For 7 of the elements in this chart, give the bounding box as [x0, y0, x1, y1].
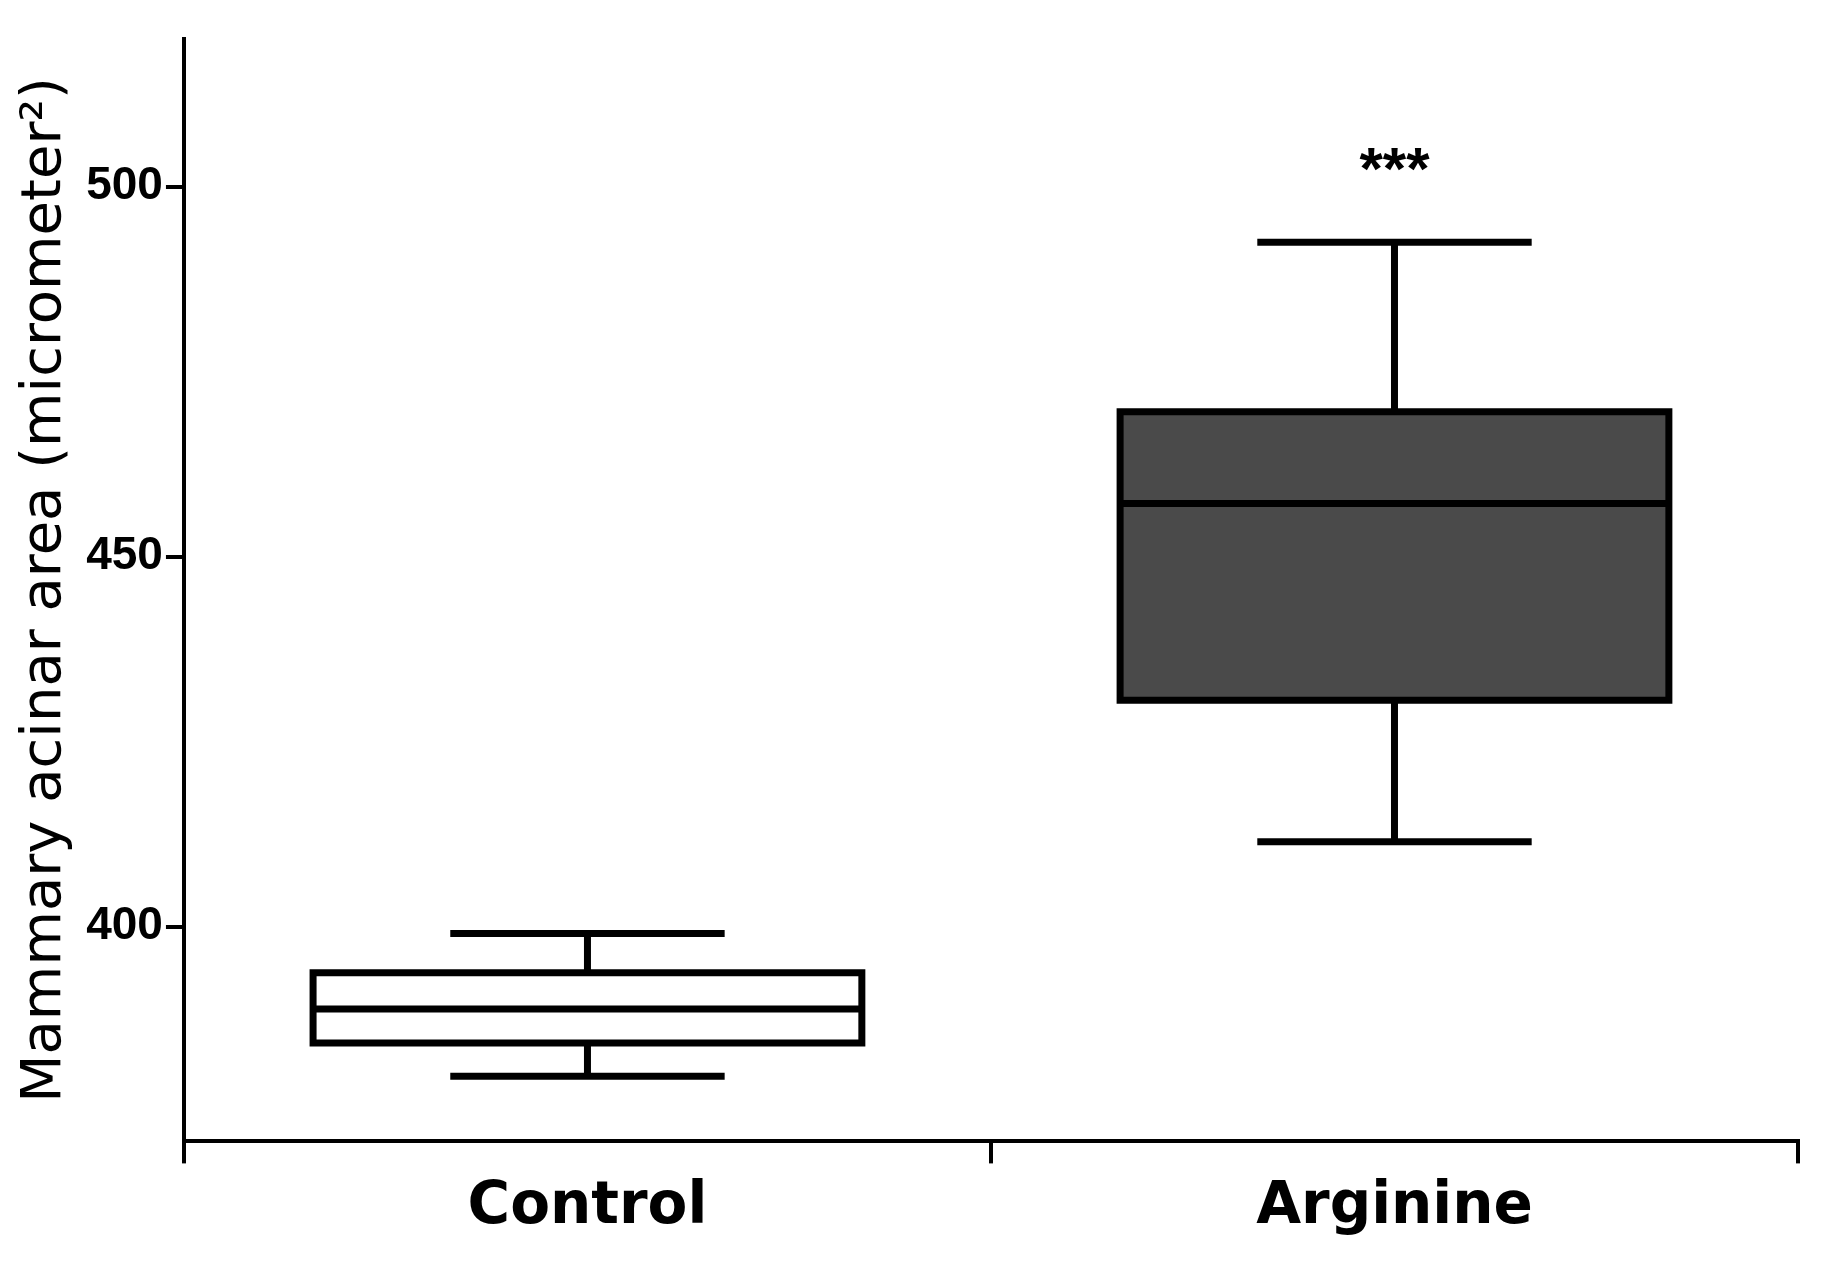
y-tick-label: 450	[86, 527, 163, 580]
x-tick-label: Control	[467, 1169, 708, 1238]
y-tick-label: 500	[86, 157, 163, 210]
x-tick-label: Arginine	[1256, 1169, 1533, 1238]
annotation: ***	[1359, 134, 1431, 202]
y-tick-label: 400	[86, 897, 163, 950]
y-axis-title: Mammary acinar area (micrometer²)	[8, 77, 74, 1103]
